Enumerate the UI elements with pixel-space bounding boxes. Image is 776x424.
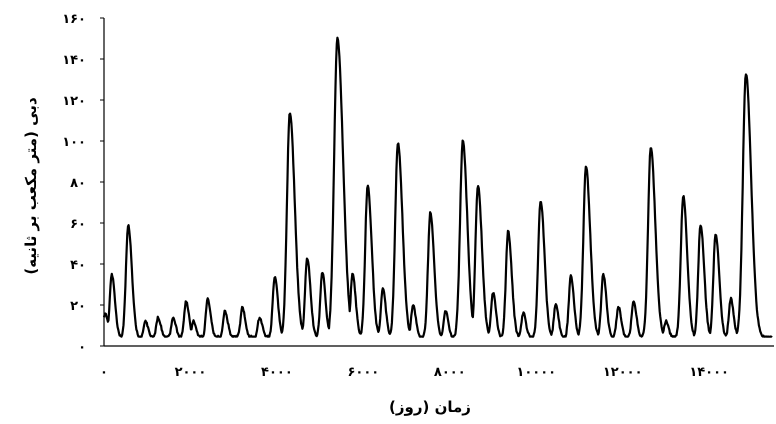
x-tick-label: ۶۰۰۰: [347, 365, 379, 380]
y-tick-label: ۱۴۰: [62, 53, 86, 68]
y-axis-title: دبی (متر مکعب بر ثانیه): [22, 97, 40, 275]
y-tick-label: ۱۶۰: [62, 12, 86, 27]
y-tick-label: ۶۰: [70, 217, 86, 232]
x-axis-title: زمان (روز): [389, 398, 471, 416]
y-tick-label: ۱۲۰: [62, 94, 86, 109]
x-tick-label: ۲۰۰۰: [175, 365, 207, 380]
x-tick-labels: ۰ ۲۰۰۰ ۴۰۰۰ ۶۰۰۰ ۸۰۰۰ ۱۰۰۰۰ ۱۲۰۰۰ ۱۴۰۰۰: [100, 365, 729, 380]
y-tick-label: ۴۰: [70, 258, 86, 273]
y-tick-label: ۸۰: [70, 176, 86, 191]
x-tick-label: ۱۲۰۰۰: [603, 365, 643, 380]
x-tick-label: ۱۴۰۰۰: [689, 365, 729, 380]
y-tick-labels: ۰ ۲۰ ۴۰ ۶۰ ۸۰ ۱۰۰ ۱۲۰ ۱۴۰ ۱۶۰: [62, 12, 104, 355]
series-line: [102, 36, 773, 338]
y-tick-label: ۲۰: [70, 299, 86, 314]
x-tick-label: ۴۰۰۰: [261, 365, 293, 380]
x-tick-label: ۸۰۰۰: [434, 365, 466, 380]
y-tick-label: ۱۰۰: [62, 135, 86, 150]
y-tick-label: ۰: [78, 340, 86, 355]
x-tick-label: ۱۰۰۰۰: [516, 365, 556, 380]
x-tick-label: ۰: [100, 365, 108, 380]
